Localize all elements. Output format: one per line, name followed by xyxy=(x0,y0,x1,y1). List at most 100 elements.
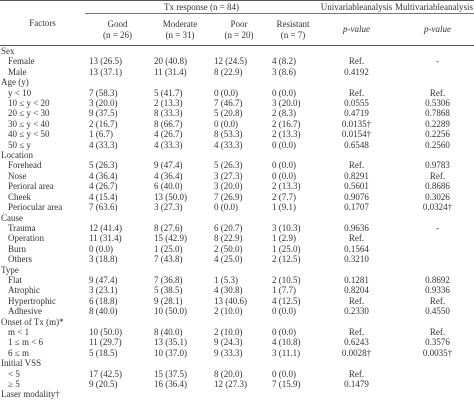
row-label: 20 ≤ y < 30 xyxy=(8,108,50,119)
response-column-header: Resistant (n = 7) xyxy=(268,13,318,46)
count-cell: 12 (27.3) xyxy=(214,379,247,389)
count-cell: 2 (10.5) xyxy=(272,274,301,285)
count-cell: 10 (50.0) xyxy=(89,326,122,337)
count-cell: 3 (8.6) xyxy=(272,66,296,77)
count-cell: 3 (27.3) xyxy=(214,170,243,181)
column-name: Poor xyxy=(230,18,248,29)
row-label: Nose xyxy=(8,170,27,181)
count-cell: 4 (33.3) xyxy=(214,139,243,150)
p-value-cell: 0.6548 xyxy=(344,139,369,150)
p-value-cell: 0.0154† xyxy=(341,129,372,140)
count-cell: 0 (0.0) xyxy=(272,326,296,337)
count-cell: 8 (66.7) xyxy=(154,118,183,129)
count-cell: 6 (20.7) xyxy=(214,222,243,233)
table-row: Initial VSS xyxy=(0,358,474,368)
count-cell: 4 (12.5) xyxy=(272,295,301,306)
count-cell: 10 (50.0) xyxy=(154,306,187,317)
column-count: (n = 26) xyxy=(102,29,133,40)
count-cell: 20 (40.8) xyxy=(154,56,187,67)
p-value-cell: Ref. xyxy=(429,326,446,337)
row-label: Adhesive xyxy=(8,306,42,317)
group-label: Sex xyxy=(1,46,15,56)
count-cell: 2 (50.0) xyxy=(214,243,243,254)
count-cell: 9 (24.3) xyxy=(214,337,243,348)
count-cell: 4 (36.4) xyxy=(89,170,118,181)
tx-response-header: Tx response (n = 84) xyxy=(85,0,318,14)
row-label: Operation xyxy=(8,233,44,244)
count-cell: 1 (9.1) xyxy=(272,202,296,213)
p-value-cell: Ref. xyxy=(348,56,365,67)
count-cell: 4 (25.0) xyxy=(214,254,243,265)
column-count: (n = 31) xyxy=(165,29,195,40)
p-value-cell: 0.8291 xyxy=(344,170,369,181)
p-value-cell: 0.1281 xyxy=(344,274,369,285)
p-value-cell: - xyxy=(436,222,439,233)
p-value-label: p-value xyxy=(424,24,451,34)
p-value-cell: Ref. xyxy=(348,368,365,379)
count-cell: 9 (33.3) xyxy=(214,347,243,358)
group-label: Initial VSS xyxy=(1,358,42,369)
p-value-header: p-value xyxy=(318,13,395,46)
group-label: Type xyxy=(1,264,19,275)
count-cell: 4 (30.8) xyxy=(214,285,243,296)
count-cell: 8 (27.6) xyxy=(154,222,183,233)
count-cell: 0 (0.0) xyxy=(272,306,296,317)
column-count: (n = 20) xyxy=(224,29,254,40)
count-cell: 2 (13.3) xyxy=(272,181,301,192)
table-row: 1 ≤ m < 6 11 (29.7) 13 (35.1) 9 (24.3) 4 (10… xyxy=(0,337,474,347)
table-row: Male 13 (37.1) 11 (31.4) 8 (22.9) 3 (8.6) 0.4… xyxy=(0,67,474,77)
response-column-header: Moderate (n = 31) xyxy=(150,13,210,46)
count-cell: 1 (7.7) xyxy=(272,285,296,296)
p-value-cell xyxy=(395,369,474,379)
p-value-cell: Ref. xyxy=(348,295,365,306)
count-cell: 0 (0.0) xyxy=(214,118,238,129)
p-value-cell: Ref. xyxy=(429,295,446,306)
count-cell: 9 (47.4) xyxy=(154,160,183,171)
row-label: Male xyxy=(8,66,27,77)
p-value-cell: 0.1564 xyxy=(344,243,369,254)
row-label: 30 ≤ y < 40 xyxy=(8,118,50,129)
count-cell: 2 (10.0) xyxy=(214,306,243,317)
p-value-cell: 0.6243 xyxy=(344,337,369,348)
count-cell: 13 (50.0) xyxy=(154,191,187,202)
count-cell: 0 (0.0) xyxy=(272,139,296,150)
row-label: ≥ 5 xyxy=(8,379,20,389)
p-value-cell: 0.2256 xyxy=(425,129,450,140)
count-cell: 5 (18.5) xyxy=(89,347,118,358)
table-row: Atrophic 3 (23.1) 5 (38.5) 4 (30.8) 1 (7.7) 0… xyxy=(0,285,474,295)
row-label: Perioral area xyxy=(8,181,54,192)
p-value-cell: 0.5601 xyxy=(344,181,369,192)
response-column-header: Good (n = 26) xyxy=(85,13,150,46)
row-label: Hypertrophic xyxy=(8,295,56,306)
table-row: Periocular area 7 (63.6) 3 (27.3) 0 (0.0) 1 … xyxy=(0,202,474,212)
column-count: (n = 7) xyxy=(280,29,306,40)
row-label: 40 ≤ y < 50 xyxy=(8,129,50,140)
row-label: 50 ≤ y xyxy=(8,139,31,150)
count-cell: 8 (22.9) xyxy=(214,233,243,244)
column-name: Resistant xyxy=(276,18,310,29)
row-label: 1 ≤ m < 6 xyxy=(8,337,44,348)
p-value-cell: 0.5306 xyxy=(425,98,450,109)
count-cell: 15 (42.9) xyxy=(154,233,187,244)
count-cell: 15 (37.5) xyxy=(154,368,187,379)
count-cell: 1 (5.3) xyxy=(214,274,238,285)
row-label: Others xyxy=(8,254,32,265)
p-value-cell: 0.8692 xyxy=(425,274,450,285)
p-value-cell: Ref. xyxy=(348,326,365,337)
table-row: 30 ≤ y < 40 2 (16.7) 8 (66.7) 0 (0.0) 2 (16.… xyxy=(0,119,474,129)
count-cell: 7 (36.8) xyxy=(154,274,183,285)
count-cell: 13 (37.1) xyxy=(89,66,122,77)
p-value-cell: Ref. xyxy=(348,160,365,171)
count-cell: 8 (22.9) xyxy=(214,66,243,77)
count-cell: 2 (8.3) xyxy=(272,108,296,119)
p-value-cell: Ref. xyxy=(429,170,446,181)
count-cell: 9 (20.5) xyxy=(89,379,118,389)
multivariable-header: Multivariableanalysis xyxy=(395,0,474,14)
p-value-cell: 0.4192 xyxy=(344,66,369,77)
table-row: < 5 17 (42.5) 15 (37.5) 8 (20.0) 0 (0.0) Ref. xyxy=(0,369,474,379)
group-label: Age (y) xyxy=(1,77,29,88)
table-row: Cheek 4 (15.4) 13 (50.0) 7 (26.9) 2 (7.7) 0.9… xyxy=(0,192,474,202)
count-cell: 2 (10.0) xyxy=(214,326,243,337)
p-value-cell: 0.8686 xyxy=(425,181,450,192)
count-cell: 8 (20.0) xyxy=(214,368,243,379)
